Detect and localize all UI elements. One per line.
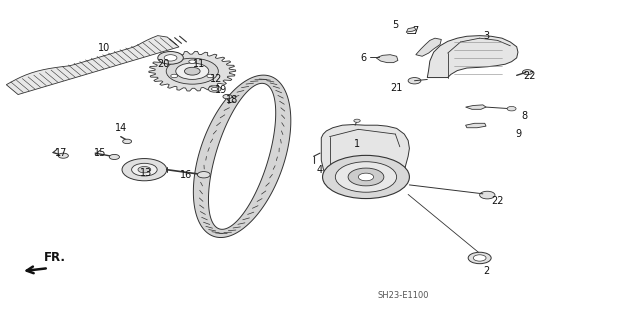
Text: 8: 8 <box>522 111 527 121</box>
Circle shape <box>207 74 214 78</box>
Text: 21: 21 <box>390 83 403 93</box>
Text: FR.: FR. <box>44 251 66 264</box>
Circle shape <box>208 86 221 92</box>
Circle shape <box>348 168 384 186</box>
Polygon shape <box>6 36 179 94</box>
Text: SH23-E1100: SH23-E1100 <box>377 291 429 300</box>
Polygon shape <box>416 38 442 56</box>
Text: 20: 20 <box>157 59 170 69</box>
Text: 18: 18 <box>226 95 238 105</box>
Text: 14: 14 <box>115 123 127 133</box>
Circle shape <box>358 173 374 181</box>
Text: 4: 4 <box>317 165 323 175</box>
Text: 15: 15 <box>93 148 106 158</box>
Text: 13: 13 <box>140 168 152 178</box>
Circle shape <box>408 78 421 84</box>
Circle shape <box>223 94 232 99</box>
Circle shape <box>354 119 360 122</box>
Text: 12: 12 <box>211 74 223 85</box>
Circle shape <box>473 255 486 261</box>
Polygon shape <box>376 55 398 63</box>
Circle shape <box>166 58 218 84</box>
Circle shape <box>176 63 209 79</box>
Polygon shape <box>321 124 410 193</box>
Polygon shape <box>209 83 276 229</box>
Polygon shape <box>406 27 416 33</box>
Polygon shape <box>428 36 518 78</box>
Polygon shape <box>466 123 486 128</box>
Text: 16: 16 <box>180 170 192 180</box>
Polygon shape <box>193 75 291 238</box>
Circle shape <box>323 155 410 198</box>
Text: 11: 11 <box>193 59 205 69</box>
Polygon shape <box>149 51 236 91</box>
Circle shape <box>197 172 210 178</box>
Circle shape <box>468 252 491 264</box>
Text: 22: 22 <box>492 197 504 206</box>
Circle shape <box>164 55 177 61</box>
Text: 19: 19 <box>215 85 227 95</box>
Circle shape <box>109 154 120 160</box>
Text: 5: 5 <box>392 19 399 30</box>
Circle shape <box>138 167 151 173</box>
Circle shape <box>522 70 532 75</box>
Circle shape <box>211 87 218 91</box>
Circle shape <box>58 153 68 158</box>
Text: 10: 10 <box>98 43 110 53</box>
Text: 2: 2 <box>483 266 489 276</box>
Text: 7: 7 <box>413 26 419 36</box>
Circle shape <box>479 191 495 199</box>
Text: 9: 9 <box>515 129 521 139</box>
Circle shape <box>335 162 397 192</box>
Circle shape <box>171 74 178 78</box>
Text: 6: 6 <box>360 53 367 63</box>
Circle shape <box>158 51 183 64</box>
Circle shape <box>189 60 196 63</box>
Circle shape <box>507 107 516 111</box>
Circle shape <box>122 159 167 181</box>
Polygon shape <box>466 105 486 109</box>
Text: 1: 1 <box>354 139 360 149</box>
Circle shape <box>132 163 157 176</box>
Circle shape <box>123 139 132 144</box>
Text: 22: 22 <box>524 71 536 81</box>
Text: 17: 17 <box>55 148 68 158</box>
Circle shape <box>184 67 200 75</box>
Text: 3: 3 <box>483 31 489 41</box>
